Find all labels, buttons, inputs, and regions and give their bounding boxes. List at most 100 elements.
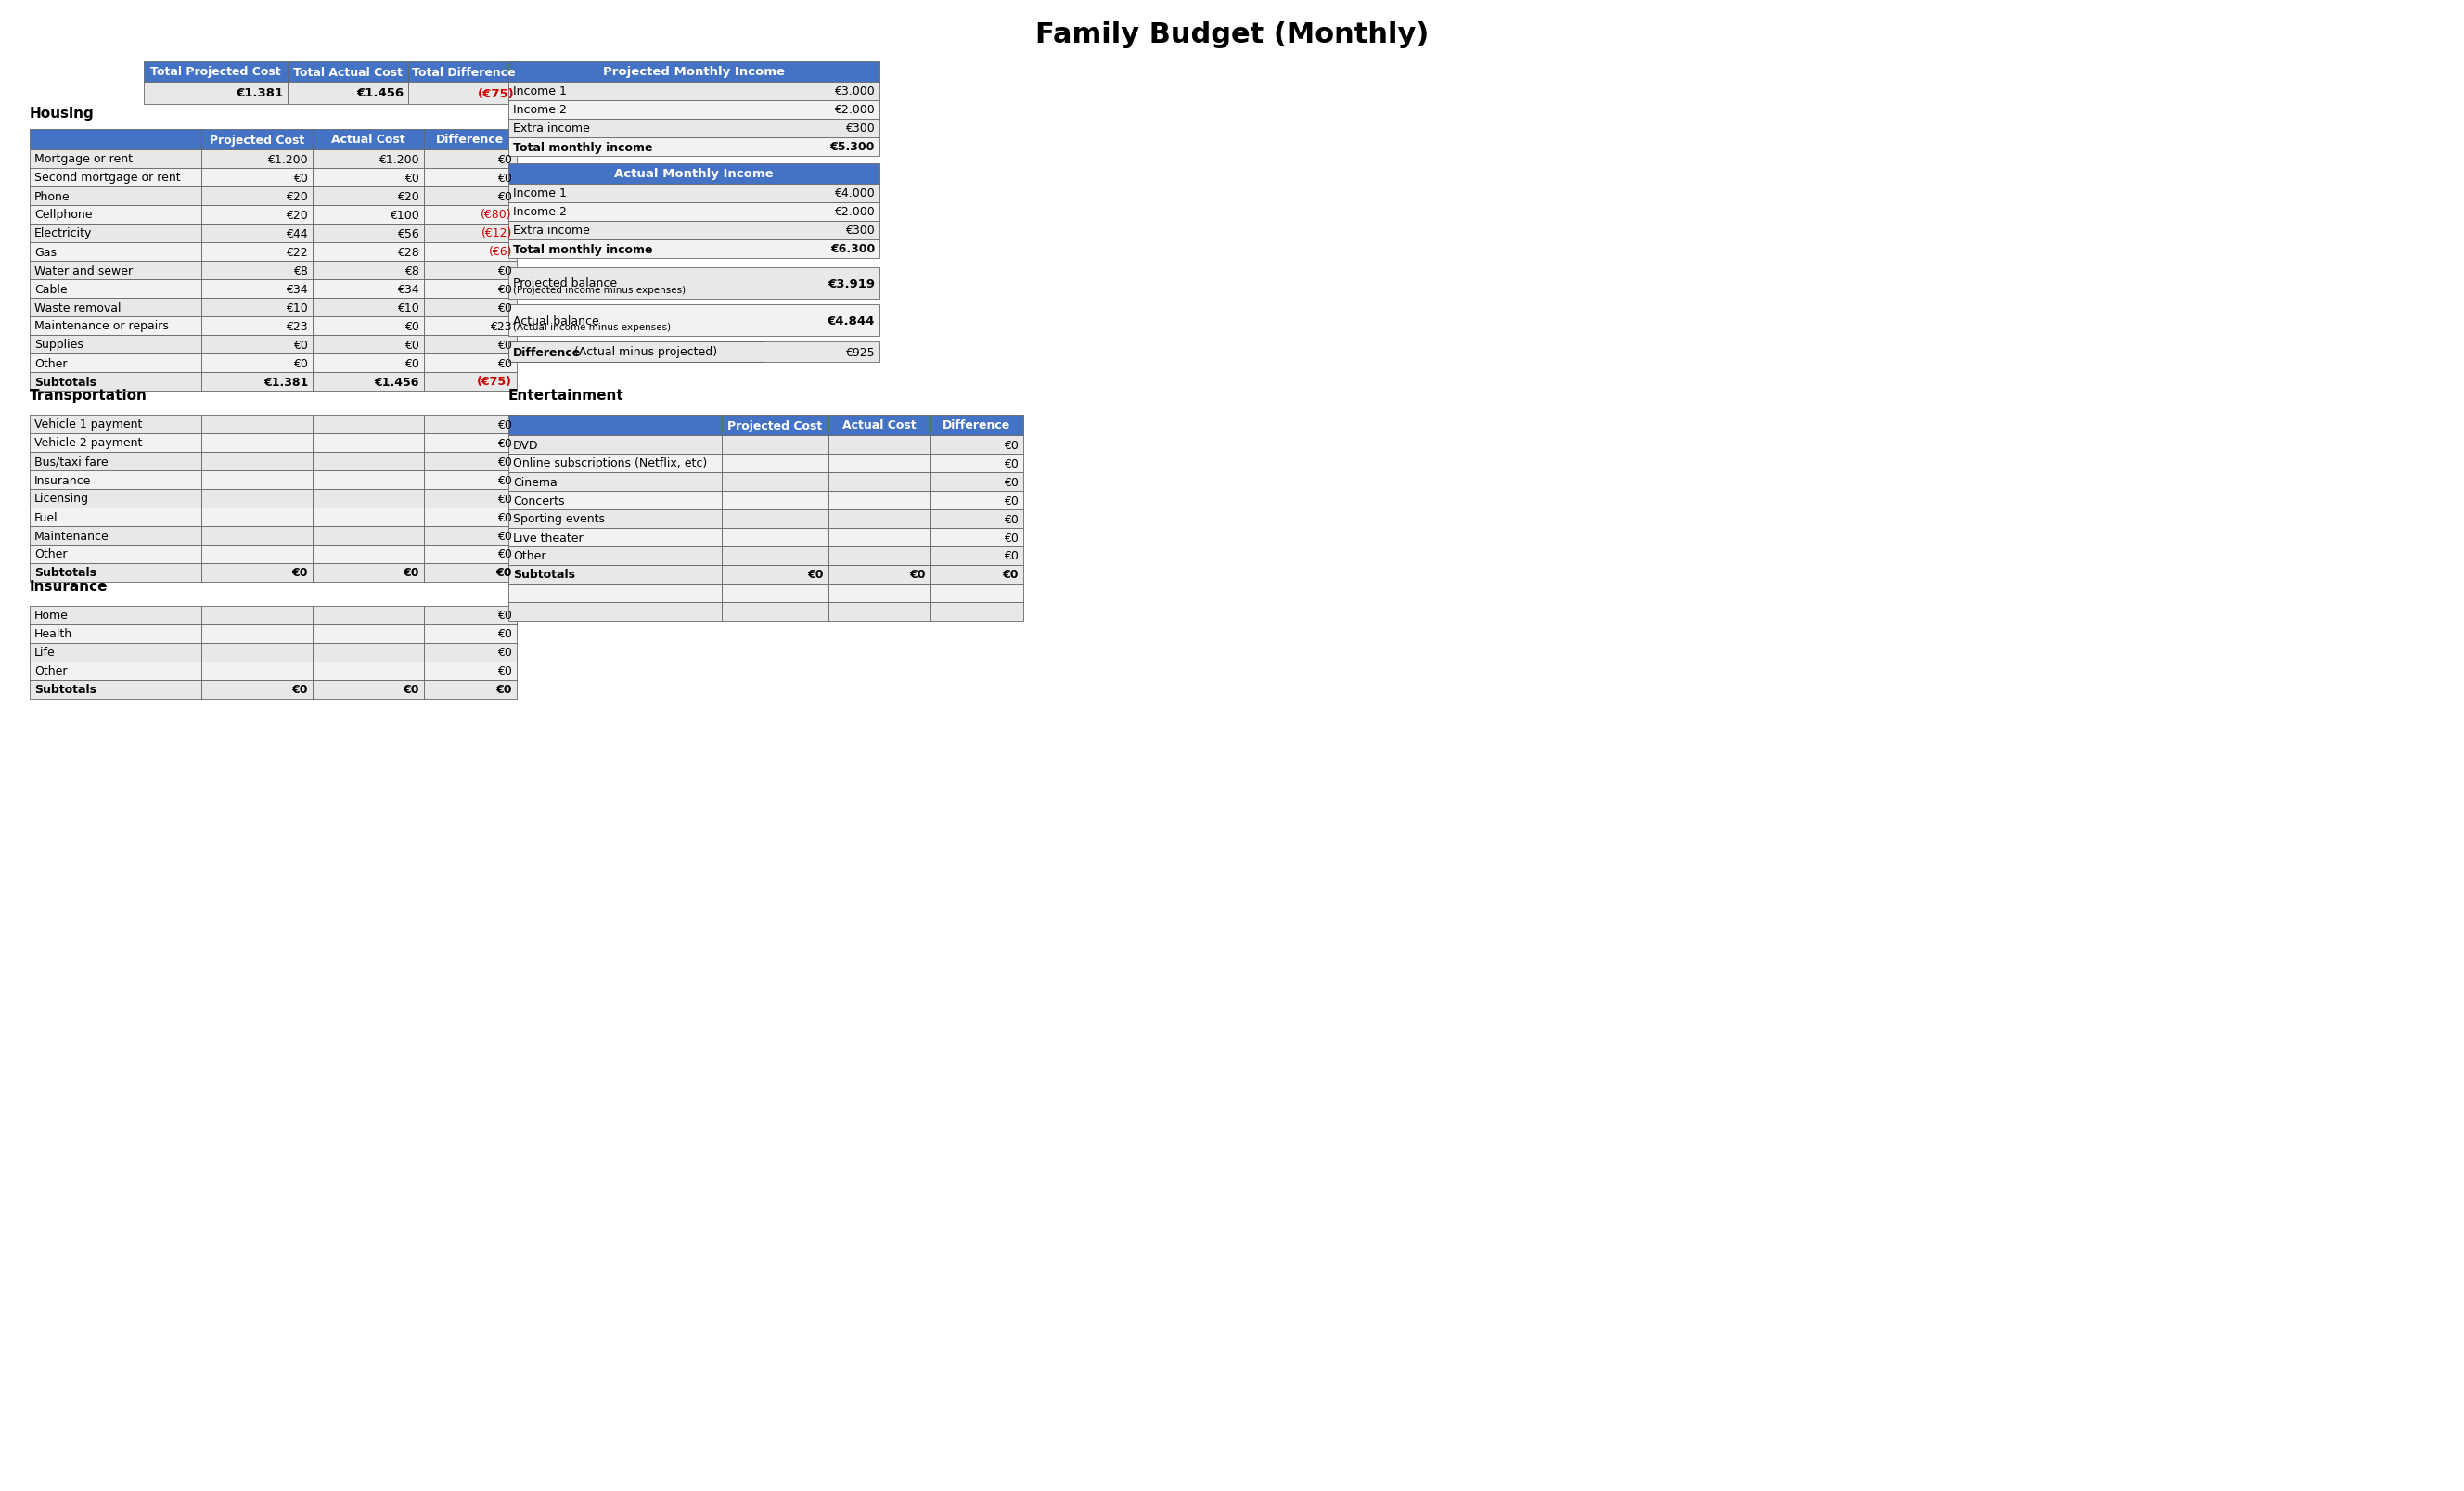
Bar	[508, 473, 722, 492]
Bar	[202, 224, 313, 243]
Text: €300: €300	[845, 122, 875, 134]
Text: €1.381: €1.381	[237, 88, 283, 100]
Text: Cinema: Cinema	[513, 476, 557, 488]
Bar	[508, 268, 764, 300]
Bar	[722, 510, 828, 528]
Bar	[30, 318, 202, 335]
Text: Other: Other	[513, 550, 547, 562]
Text: Maintenance or repairs: Maintenance or repairs	[34, 321, 168, 332]
Bar	[30, 373, 202, 391]
Bar	[508, 240, 764, 259]
Bar	[424, 625, 517, 644]
Text: Income 1: Income 1	[513, 86, 567, 98]
Text: €0: €0	[1003, 570, 1018, 581]
Bar	[202, 318, 313, 335]
Bar	[30, 680, 202, 699]
Bar	[30, 355, 202, 373]
Text: €1.456: €1.456	[357, 88, 404, 100]
Bar	[30, 243, 202, 261]
Bar	[424, 130, 517, 151]
Bar	[508, 435, 722, 455]
Bar	[202, 434, 313, 452]
Bar	[409, 82, 520, 104]
Bar	[764, 101, 880, 119]
Bar	[828, 416, 931, 435]
Bar	[508, 203, 764, 222]
Text: (€75): (€75)	[478, 88, 515, 100]
Text: €10: €10	[397, 301, 419, 315]
Bar	[424, 224, 517, 243]
Text: €0: €0	[498, 301, 513, 315]
Bar	[202, 335, 313, 355]
Bar	[424, 564, 517, 583]
Bar	[424, 188, 517, 206]
Bar	[828, 492, 931, 510]
Bar	[764, 240, 880, 259]
Bar	[313, 151, 424, 168]
Text: Waste removal: Waste removal	[34, 301, 121, 315]
Bar	[931, 565, 1023, 584]
Bar	[202, 206, 313, 224]
Bar	[202, 607, 313, 625]
Bar	[202, 373, 313, 391]
Bar	[424, 243, 517, 261]
Bar	[30, 261, 202, 280]
Text: Total monthly income: Total monthly income	[513, 142, 653, 154]
Bar	[30, 607, 202, 625]
Text: €22: €22	[286, 246, 308, 258]
Bar	[30, 452, 202, 471]
Text: €2.000: €2.000	[835, 206, 875, 218]
Text: €0: €0	[498, 529, 513, 541]
Bar	[202, 355, 313, 373]
Bar	[424, 452, 517, 471]
Text: Extra income: Extra income	[513, 122, 589, 134]
Text: €0: €0	[1003, 550, 1018, 562]
Text: €0: €0	[498, 338, 513, 350]
Bar	[508, 584, 722, 602]
Bar	[424, 280, 517, 298]
Text: €8: €8	[293, 265, 308, 277]
Bar	[931, 435, 1023, 455]
Bar	[722, 565, 828, 584]
Text: (€75): (€75)	[478, 376, 513, 388]
Text: Insurance: Insurance	[30, 580, 108, 593]
Text: Subtotals: Subtotals	[34, 684, 96, 696]
Bar	[202, 130, 313, 151]
Bar	[313, 298, 424, 318]
Bar	[313, 564, 424, 583]
Text: Other: Other	[34, 665, 67, 677]
Bar	[722, 602, 828, 622]
Bar	[313, 452, 424, 471]
Bar	[424, 261, 517, 280]
Bar	[722, 584, 828, 602]
Bar	[828, 584, 931, 602]
Bar	[202, 546, 313, 564]
Text: €0: €0	[498, 171, 513, 183]
Text: Transportation: Transportation	[30, 389, 148, 403]
Bar	[828, 547, 931, 565]
Text: Entertainment: Entertainment	[508, 389, 623, 403]
Text: €0: €0	[498, 358, 513, 370]
Text: Home: Home	[34, 610, 69, 622]
Bar	[828, 528, 931, 547]
Text: €3.919: €3.919	[828, 277, 875, 289]
Bar	[424, 168, 517, 188]
Text: Income 1: Income 1	[513, 188, 567, 200]
Bar	[30, 335, 202, 355]
Bar	[424, 508, 517, 526]
Bar	[313, 662, 424, 680]
Bar	[30, 546, 202, 564]
Text: €28: €28	[397, 246, 419, 258]
Bar	[508, 547, 722, 565]
Text: €1.200: €1.200	[269, 154, 308, 166]
Bar	[508, 306, 764, 337]
Bar	[931, 455, 1023, 473]
Text: Extra income: Extra income	[513, 225, 589, 237]
Bar	[931, 602, 1023, 622]
Bar	[30, 564, 202, 583]
Bar	[828, 510, 931, 528]
Bar	[424, 471, 517, 489]
Bar	[424, 373, 517, 391]
Bar	[931, 492, 1023, 510]
Text: Vehicle 2 payment: Vehicle 2 payment	[34, 437, 143, 449]
